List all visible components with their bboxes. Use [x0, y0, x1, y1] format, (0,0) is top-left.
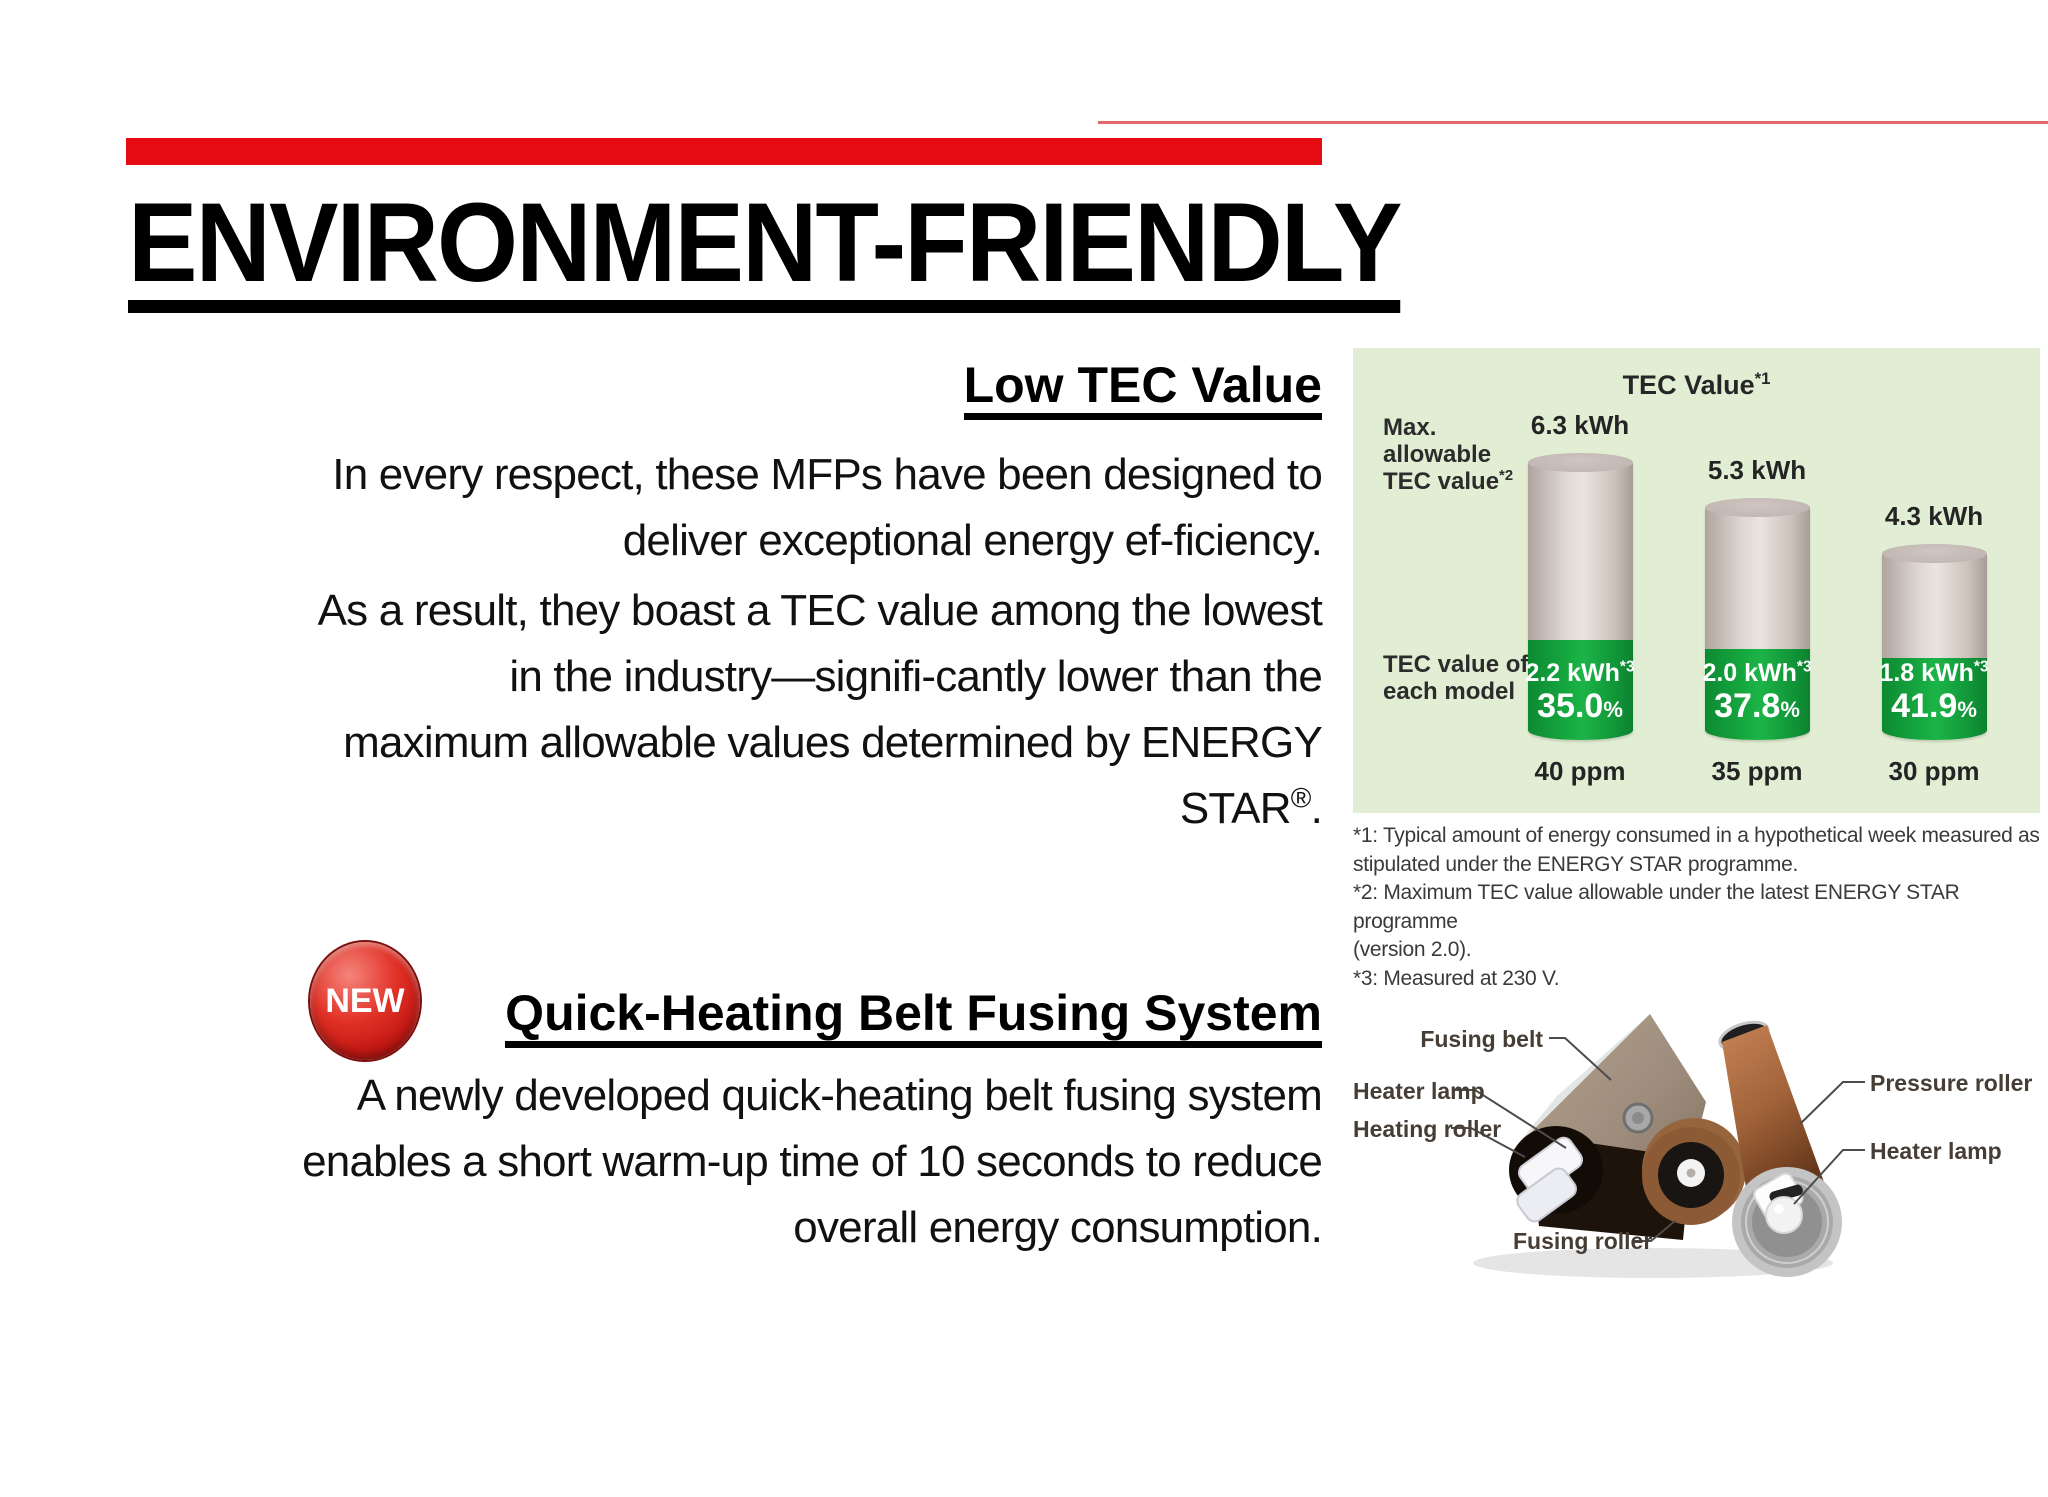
section-heading-quick-heating: Quick-Heating Belt Fusing System: [110, 988, 1322, 1048]
footnote-line: (version 2.0).: [1353, 938, 1472, 961]
footnote-line: *2: Maximum TEC value allowable under th…: [1353, 881, 1960, 933]
label-line: TEC value of: [1383, 651, 1529, 678]
paragraph-line: enables a short warm-up time of 10 secon…: [302, 1137, 1323, 1186]
fusing-system-diagram: Fusing belt Heater lamp Heating roller P…: [1353, 1000, 2048, 1310]
label-line: TEC value*2: [1383, 468, 1543, 495]
chart-bar-35ppm: 2.0 kWh*3 37.8%: [1702, 498, 1812, 740]
new-badge-label: NEW: [325, 981, 405, 1020]
label-pressure-roller: Pressure roller: [1870, 1070, 2033, 1096]
bar-category-label: 40 ppm: [1534, 756, 1626, 786]
fusing-system-illustration: [1451, 1014, 1865, 1278]
new-badge: NEW: [310, 942, 420, 1060]
chart-label-tec-value-model: TEC value of each model: [1383, 651, 1543, 705]
leader-fusing-belt: [1549, 1037, 1612, 1081]
paragraph-line: In every respect, these MFPs have been d…: [332, 450, 1323, 499]
top-red-accent-bar: [126, 138, 1322, 165]
label-heating-roller: Heating roller: [1353, 1116, 1502, 1142]
chart-bar-40ppm: 2.2 kWh*3 35.0%: [1525, 453, 1635, 740]
chart-title-text: TEC Value: [1622, 370, 1755, 400]
footnote-line: *3: Measured at 230 V.: [1353, 966, 1560, 990]
cylinder-green-segment: 2.2 kWh*3 35.0%: [1525, 640, 1635, 740]
top-thin-accent-line: [1098, 121, 2048, 124]
belt-facet: [1513, 1014, 1650, 1150]
tec-value-chart: TEC Value*1 Max. allowable TEC value*2 T…: [1353, 348, 2040, 813]
footnote-line: *1: Typical amount of energy consumed in…: [1353, 824, 2040, 847]
label-text: TEC value: [1383, 468, 1500, 495]
bar-max-label: 5.3 kWh: [1707, 455, 1807, 485]
bar-tec-value: 2.0 kWh*3: [1702, 658, 1812, 687]
paragraph-lines: As a result, they boast a TEC value amon…: [110, 578, 1323, 776]
cylinder-top: [1881, 544, 1987, 563]
cylinder-top: [1527, 453, 1633, 472]
low-tec-heading-text: Low TEC Value: [963, 360, 1322, 420]
star-text: STAR: [1179, 784, 1292, 833]
fusing-roller-center: [1686, 1168, 1696, 1178]
cylinder-top: [1704, 498, 1810, 517]
bar-max-label: 4.3 kWh: [1884, 501, 1984, 531]
bar-percent: 41.9%: [1891, 687, 1977, 725]
lamp-glint: [1774, 1204, 1784, 1214]
cylinder-green-segment: 2.0 kWh*3 37.8%: [1702, 649, 1812, 740]
leader-heater-lamp-right: [1793, 1149, 1865, 1205]
chart-title-sup: *1: [1754, 369, 1771, 388]
label-line: each model: [1383, 678, 1516, 705]
leader-heater-lamp-left: [1455, 1089, 1567, 1149]
paragraph-line: overall energy consumption.: [793, 1203, 1323, 1252]
chart-label-max-allowable: Max. allowable TEC value*2: [1383, 414, 1543, 495]
paragraph-line: deliver exceptional energy ef-ficiency.: [622, 516, 1323, 565]
label-fusing-belt: Fusing belt: [1420, 1026, 1543, 1052]
period: .: [1310, 784, 1323, 833]
bar-percent: 37.8%: [1714, 687, 1800, 725]
quick-heating-paragraph: A newly developed quick-heating belt fus…: [110, 1063, 1323, 1261]
footnote-line: stipulated under the ENERGY STAR program…: [1353, 852, 1799, 876]
leader-pressure-roller: [1799, 1081, 1865, 1125]
label-sup: *2: [1499, 468, 1514, 484]
paragraph-line: A newly developed quick-heating belt fus…: [356, 1071, 1323, 1120]
bar-tec-value: 1.8 kWh*3: [1879, 658, 1989, 687]
bar-tec-value: 2.2 kWh*3: [1525, 658, 1635, 687]
bar-percent: 35.0%: [1537, 687, 1623, 725]
shadow: [1473, 1248, 1833, 1278]
paragraph-line: maximum allowable values determined by E…: [343, 718, 1323, 767]
leader-heating-roller: [1451, 1127, 1526, 1158]
bar-category-label: 30 ppm: [1888, 756, 1980, 786]
paragraph-line: in the industry—signifi-cantly lower tha…: [509, 652, 1322, 701]
section-heading-low-tec: Low TEC Value: [110, 360, 1322, 420]
label-heater-lamp-right: Heater lamp: [1870, 1138, 2002, 1164]
cylinder-green-segment: 1.8 kWh*3 41.9%: [1879, 658, 1989, 740]
belt-guide-roller-center: [1632, 1112, 1644, 1124]
page-title-wrap: ENVIRONMENT-FRIENDLY: [128, 187, 1496, 313]
bar-category-label: 35 ppm: [1711, 756, 1803, 786]
chart-title: TEC Value*1: [1353, 370, 2040, 401]
label-fusing-roller: Fusing roller: [1513, 1228, 1653, 1254]
leader-fusing-roller: [1633, 1220, 1676, 1242]
quick-heating-heading-text: Quick-Heating Belt Fusing System: [505, 988, 1322, 1048]
bar-max-label: 6.3 kWh: [1530, 410, 1630, 440]
label-line: Max. allowable: [1383, 414, 1492, 468]
page-title: ENVIRONMENT-FRIENDLY: [128, 187, 1402, 313]
low-tec-paragraph-1: In every respect, these MFPs have been d…: [110, 442, 1323, 574]
registered-mark: ®: [1290, 782, 1312, 814]
chart-footnotes: *1: Typical amount of energy consumed in…: [1353, 822, 2048, 993]
paragraph-line: As a result, they boast a TEC value amon…: [317, 586, 1323, 635]
paragraph-line-star: STAR®.: [110, 776, 1323, 842]
chart-bar-30ppm: 1.8 kWh*3 41.9%: [1879, 544, 1989, 740]
low-tec-paragraph-2: As a result, they boast a TEC value amon…: [110, 578, 1323, 842]
label-heater-lamp-left: Heater lamp: [1353, 1078, 1485, 1104]
heater-lamp-left-shape: [1516, 1136, 1583, 1223]
